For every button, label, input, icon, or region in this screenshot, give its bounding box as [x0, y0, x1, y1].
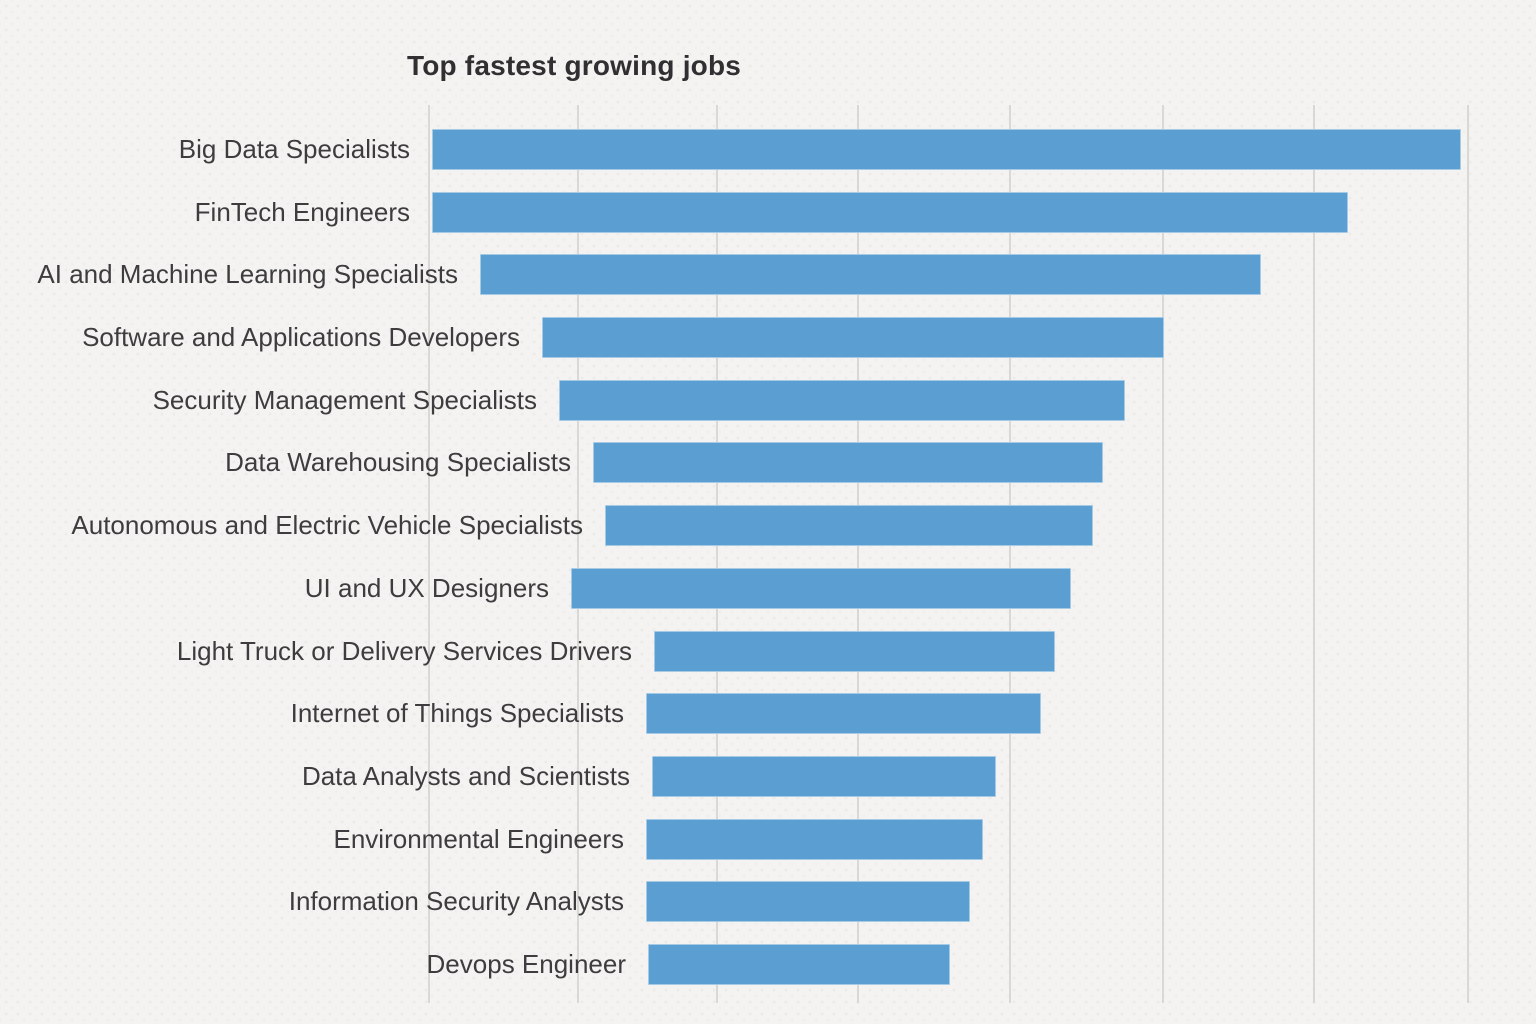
category-label-big-data-specialists: Big Data Specialists [178, 133, 410, 164]
bar-autonomous-and-electric-vehicle-specialists [605, 504, 1093, 546]
value-axis-gridline [1313, 105, 1315, 1003]
category-label-environmental-engineers: Environmental Engineers [333, 823, 625, 854]
value-axis-gridline [1162, 105, 1164, 1003]
category-label-devops-engineer: Devops Engineer [426, 948, 626, 979]
category-label-fintech-engineers: FinTech Engineers [194, 196, 410, 227]
bar-fintech-engineers [432, 191, 1348, 233]
bar-big-data-specialists [432, 128, 1461, 170]
category-label-data-analysts-and-scientists: Data Analysts and Scientists [301, 760, 630, 791]
bar-data-analysts-and-scientists [652, 755, 996, 797]
value-axis-gridline [1467, 105, 1469, 1003]
bar-light-truck-or-delivery-services-drivers [654, 630, 1055, 672]
bar-internet-of-things-specialists [646, 692, 1041, 734]
category-label-data-warehousing-specialists: Data Warehousing Specialists [225, 446, 571, 477]
bar-information-security-analysts [646, 880, 970, 922]
value-axis-gridline [577, 105, 579, 1003]
bar-ui-and-ux-designers [571, 567, 1071, 609]
bar-devops-engineer [648, 943, 950, 985]
value-axis-gridline [1009, 105, 1011, 1003]
bar-data-warehousing-specialists [593, 441, 1103, 483]
bar-security-management-specialists [559, 379, 1125, 421]
category-label-autonomous-and-electric-vehicle-specialists: Autonomous and Electric Vehicle Speciali… [71, 509, 583, 540]
category-label-light-truck-or-delivery-services-drivers: Light Truck or Delivery Services Drivers [176, 635, 632, 666]
value-axis-gridline [428, 105, 430, 1003]
value-axis-gridline [857, 105, 859, 1003]
category-label-ui-and-ux-designers: UI and UX Designers [304, 572, 549, 603]
value-axis-gridline [716, 105, 718, 1003]
category-label-internet-of-things-specialists: Internet of Things Specialists [290, 697, 624, 728]
bar-environmental-engineers [646, 818, 983, 860]
category-label-ai-and-machine-learning-specialists: AI and Machine Learning Specialists [37, 258, 458, 289]
bar-ai-and-machine-learning-specialists [480, 253, 1261, 295]
category-label-security-management-specialists: Security Management Specialists [152, 384, 537, 415]
category-label-information-security-analysts: Information Security Analysts [288, 885, 624, 916]
category-label-software-and-applications-developers: Software and Applications Developers [82, 321, 520, 352]
bar-software-and-applications-developers [542, 316, 1164, 358]
chart-title: Top fastest growing jobs [407, 50, 742, 81]
